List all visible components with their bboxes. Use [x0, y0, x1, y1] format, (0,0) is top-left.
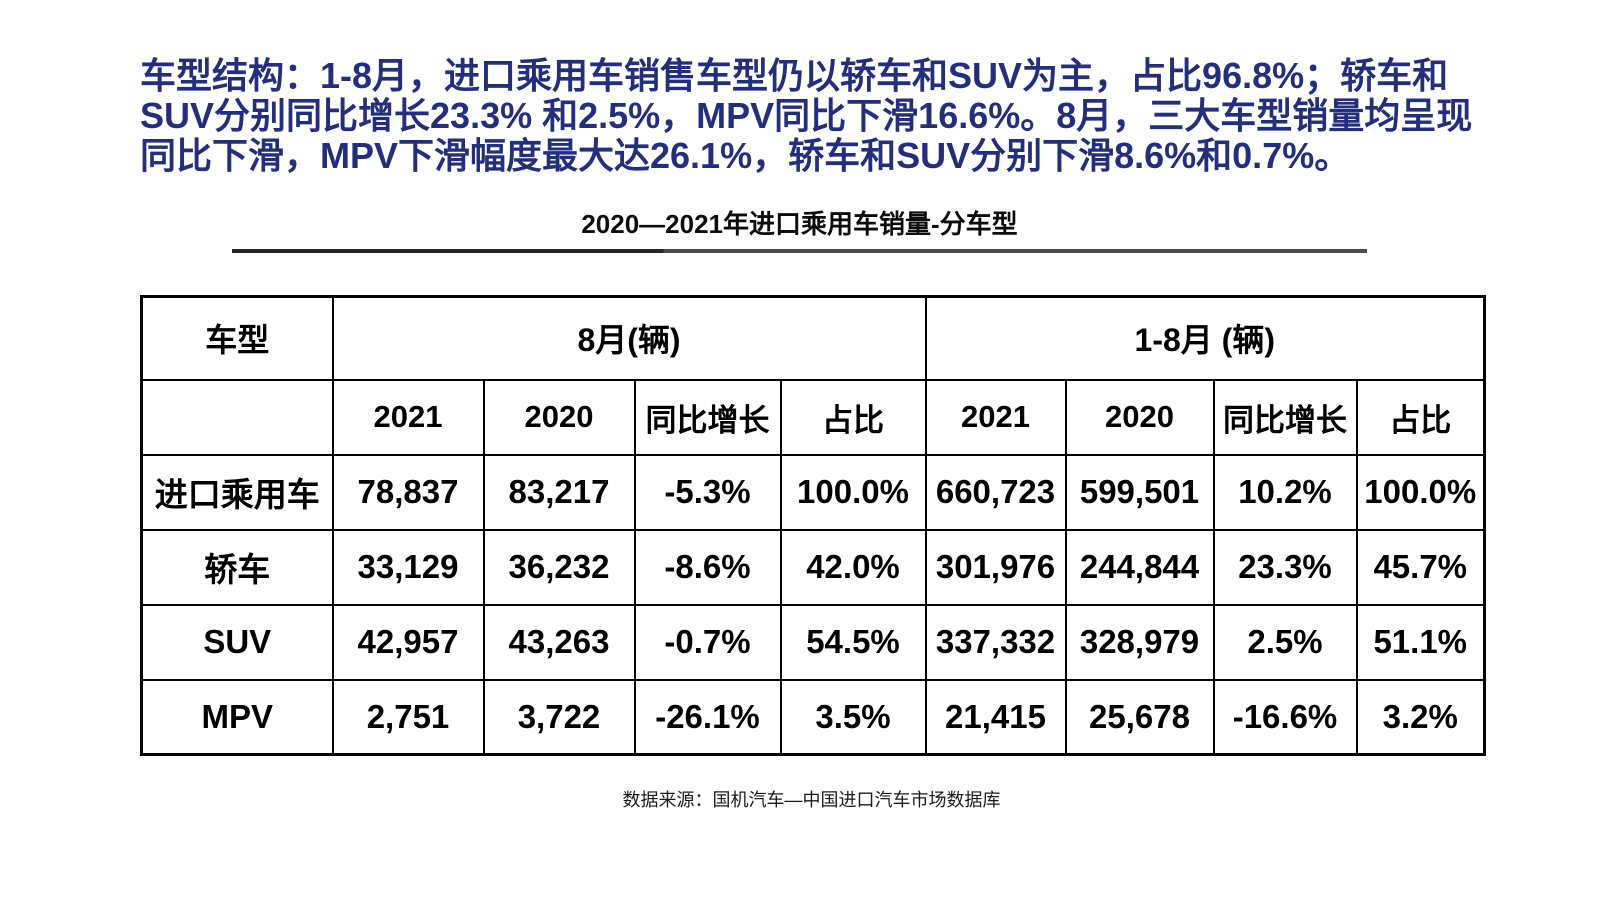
cell-aug-2021: 2,751 — [331, 678, 485, 756]
cell-ytd-yoy: -16.6% — [1212, 678, 1358, 756]
table-row-total-imported: 进口乘用车 78,837 83,217 -5.3% 100.0% 660,723… — [140, 453, 1486, 531]
sub-header-ytd-yoy: 同比增长 — [1212, 378, 1358, 456]
headline-line-1: 车型结构：1-8月，进口乘用车销售车型仍以轿车和SUV为主，占比96.8%；轿车… — [140, 55, 1449, 96]
row-label: 进口乘用车 — [140, 453, 334, 531]
table-row-sedan: 轿车 33,129 36,232 -8.6% 42.0% 301,976 244… — [140, 528, 1486, 606]
sub-header-aug-yoy: 同比增长 — [633, 378, 782, 456]
cell-aug-2021: 42,957 — [331, 603, 485, 681]
group-header-ytd: 1-8月 (辆) — [924, 295, 1486, 381]
cell-ytd-share: 51.1% — [1355, 603, 1486, 681]
cell-ytd-2021: 21,415 — [924, 678, 1067, 756]
cell-ytd-yoy: 10.2% — [1212, 453, 1358, 531]
chart-title-wrap: 2020—2021年进口乘用车销量-分车型 — [232, 204, 1367, 241]
table-row-suv: SUV 42,957 43,263 -0.7% 54.5% 337,332 32… — [140, 603, 1486, 681]
cell-aug-2021: 78,837 — [331, 453, 485, 531]
cell-aug-2020: 36,232 — [482, 528, 636, 606]
cell-ytd-2020: 25,678 — [1064, 678, 1215, 756]
sub-header-ytd-2020: 2020 — [1064, 378, 1215, 456]
cell-ytd-yoy: 2.5% — [1212, 603, 1358, 681]
cell-ytd-share: 3.2% — [1355, 678, 1486, 756]
cell-aug-yoy: -5.3% — [633, 453, 782, 531]
sub-header-aug-2021: 2021 — [331, 378, 485, 456]
table-header-row-groups: 车型 8月(辆) 1-8月 (辆) — [140, 295, 1486, 381]
cell-aug-share: 54.5% — [779, 603, 927, 681]
sub-header-aug-2020: 2020 — [482, 378, 636, 456]
row-label: 轿车 — [140, 528, 334, 606]
cell-ytd-share: 100.0% — [1355, 453, 1486, 531]
chart-title: 2020—2021年进口乘用车销量-分车型 — [581, 209, 1018, 239]
cell-aug-2021: 33,129 — [331, 528, 485, 606]
data-source-note: 数据来源：国机汽车—中国进口汽车市场数据库 — [622, 790, 1001, 810]
headline-line-2: SUV分别同比增长23.3% 和2.5%，MPV同比下滑16.6%。8月，三大车… — [140, 95, 1473, 136]
row-label: SUV — [140, 603, 334, 681]
cell-aug-share: 100.0% — [779, 453, 927, 531]
group-header-august: 8月(辆) — [331, 295, 927, 381]
cell-ytd-2021: 337,332 — [924, 603, 1067, 681]
slide-headline: 车型结构：1-8月，进口乘用车销售车型仍以轿车和SUV为主，占比96.8%；轿车… — [140, 56, 1490, 176]
sub-header-ytd-2021: 2021 — [924, 378, 1067, 456]
headline-line-3: 同比下滑，MPV下滑幅度最大达26.1%，轿车和SUV分别下滑8.6%和0.7%… — [140, 135, 1351, 176]
row-label: MPV — [140, 678, 334, 756]
cell-ytd-yoy: 23.3% — [1212, 528, 1358, 606]
cell-ytd-2021: 660,723 — [924, 453, 1067, 531]
sub-header-blank — [140, 378, 334, 456]
cell-aug-yoy: -8.6% — [633, 528, 782, 606]
col-header-vehicle-type: 车型 — [140, 295, 334, 381]
table-row-mpv: MPV 2,751 3,722 -26.1% 3.5% 21,415 25,67… — [140, 678, 1486, 756]
sales-table: 车型 8月(辆) 1-8月 (辆) 2021 2020 同比增长 占比 2021… — [140, 295, 1486, 756]
cell-ytd-share: 45.7% — [1355, 528, 1486, 606]
cell-ytd-2020: 599,501 — [1064, 453, 1215, 531]
cell-aug-2020: 83,217 — [482, 453, 636, 531]
sub-header-aug-share: 占比 — [779, 378, 927, 456]
cell-aug-2020: 43,263 — [482, 603, 636, 681]
cell-ytd-2020: 328,979 — [1064, 603, 1215, 681]
cell-aug-2020: 3,722 — [482, 678, 636, 756]
cell-aug-share: 3.5% — [779, 678, 927, 756]
cell-aug-yoy: -0.7% — [633, 603, 782, 681]
cell-aug-share: 42.0% — [779, 528, 927, 606]
cell-ytd-2021: 301,976 — [924, 528, 1067, 606]
cell-aug-yoy: -26.1% — [633, 678, 782, 756]
table-header-row-sub: 2021 2020 同比增长 占比 2021 2020 同比增长 占比 — [140, 378, 1486, 456]
title-underline — [232, 249, 1367, 253]
cell-ytd-2020: 244,844 — [1064, 528, 1215, 606]
sub-header-ytd-share: 占比 — [1355, 378, 1486, 456]
